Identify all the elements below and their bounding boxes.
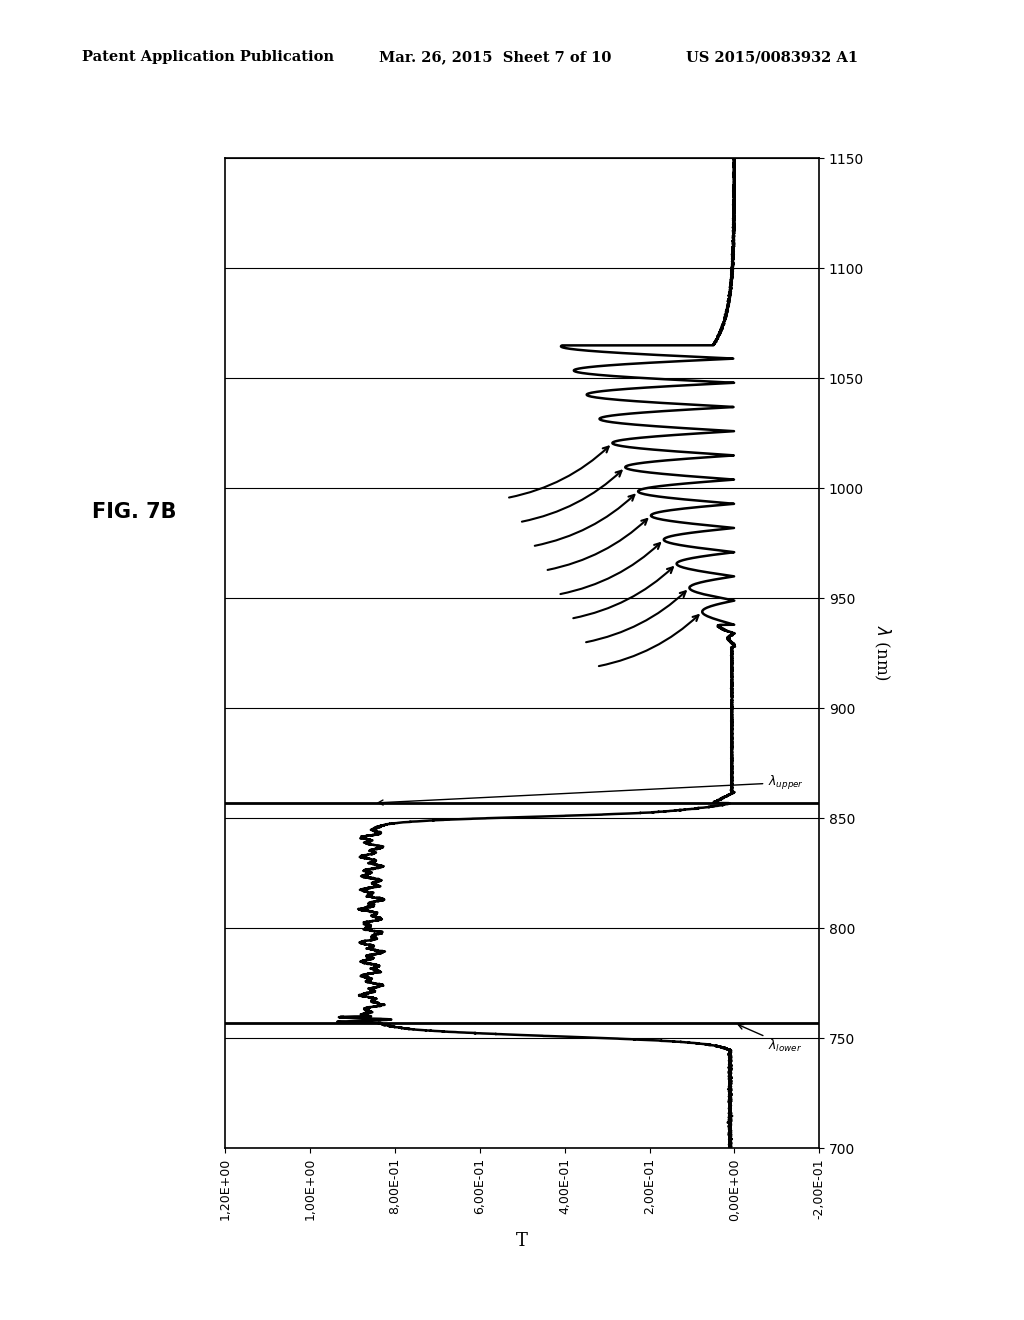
Text: US 2015/0083932 A1: US 2015/0083932 A1 [686,50,858,65]
Text: FIG. 7B: FIG. 7B [92,502,177,521]
Text: Mar. 26, 2015  Sheet 7 of 10: Mar. 26, 2015 Sheet 7 of 10 [379,50,611,65]
Y-axis label: $\lambda$ (nm): $\lambda$ (nm) [871,626,892,681]
X-axis label: T: T [516,1232,528,1250]
Text: Patent Application Publication: Patent Application Publication [82,50,334,65]
Text: $\lambda_{lower}$: $\lambda_{lower}$ [738,1024,803,1053]
Text: $\lambda_{upper}$: $\lambda_{upper}$ [378,774,804,805]
